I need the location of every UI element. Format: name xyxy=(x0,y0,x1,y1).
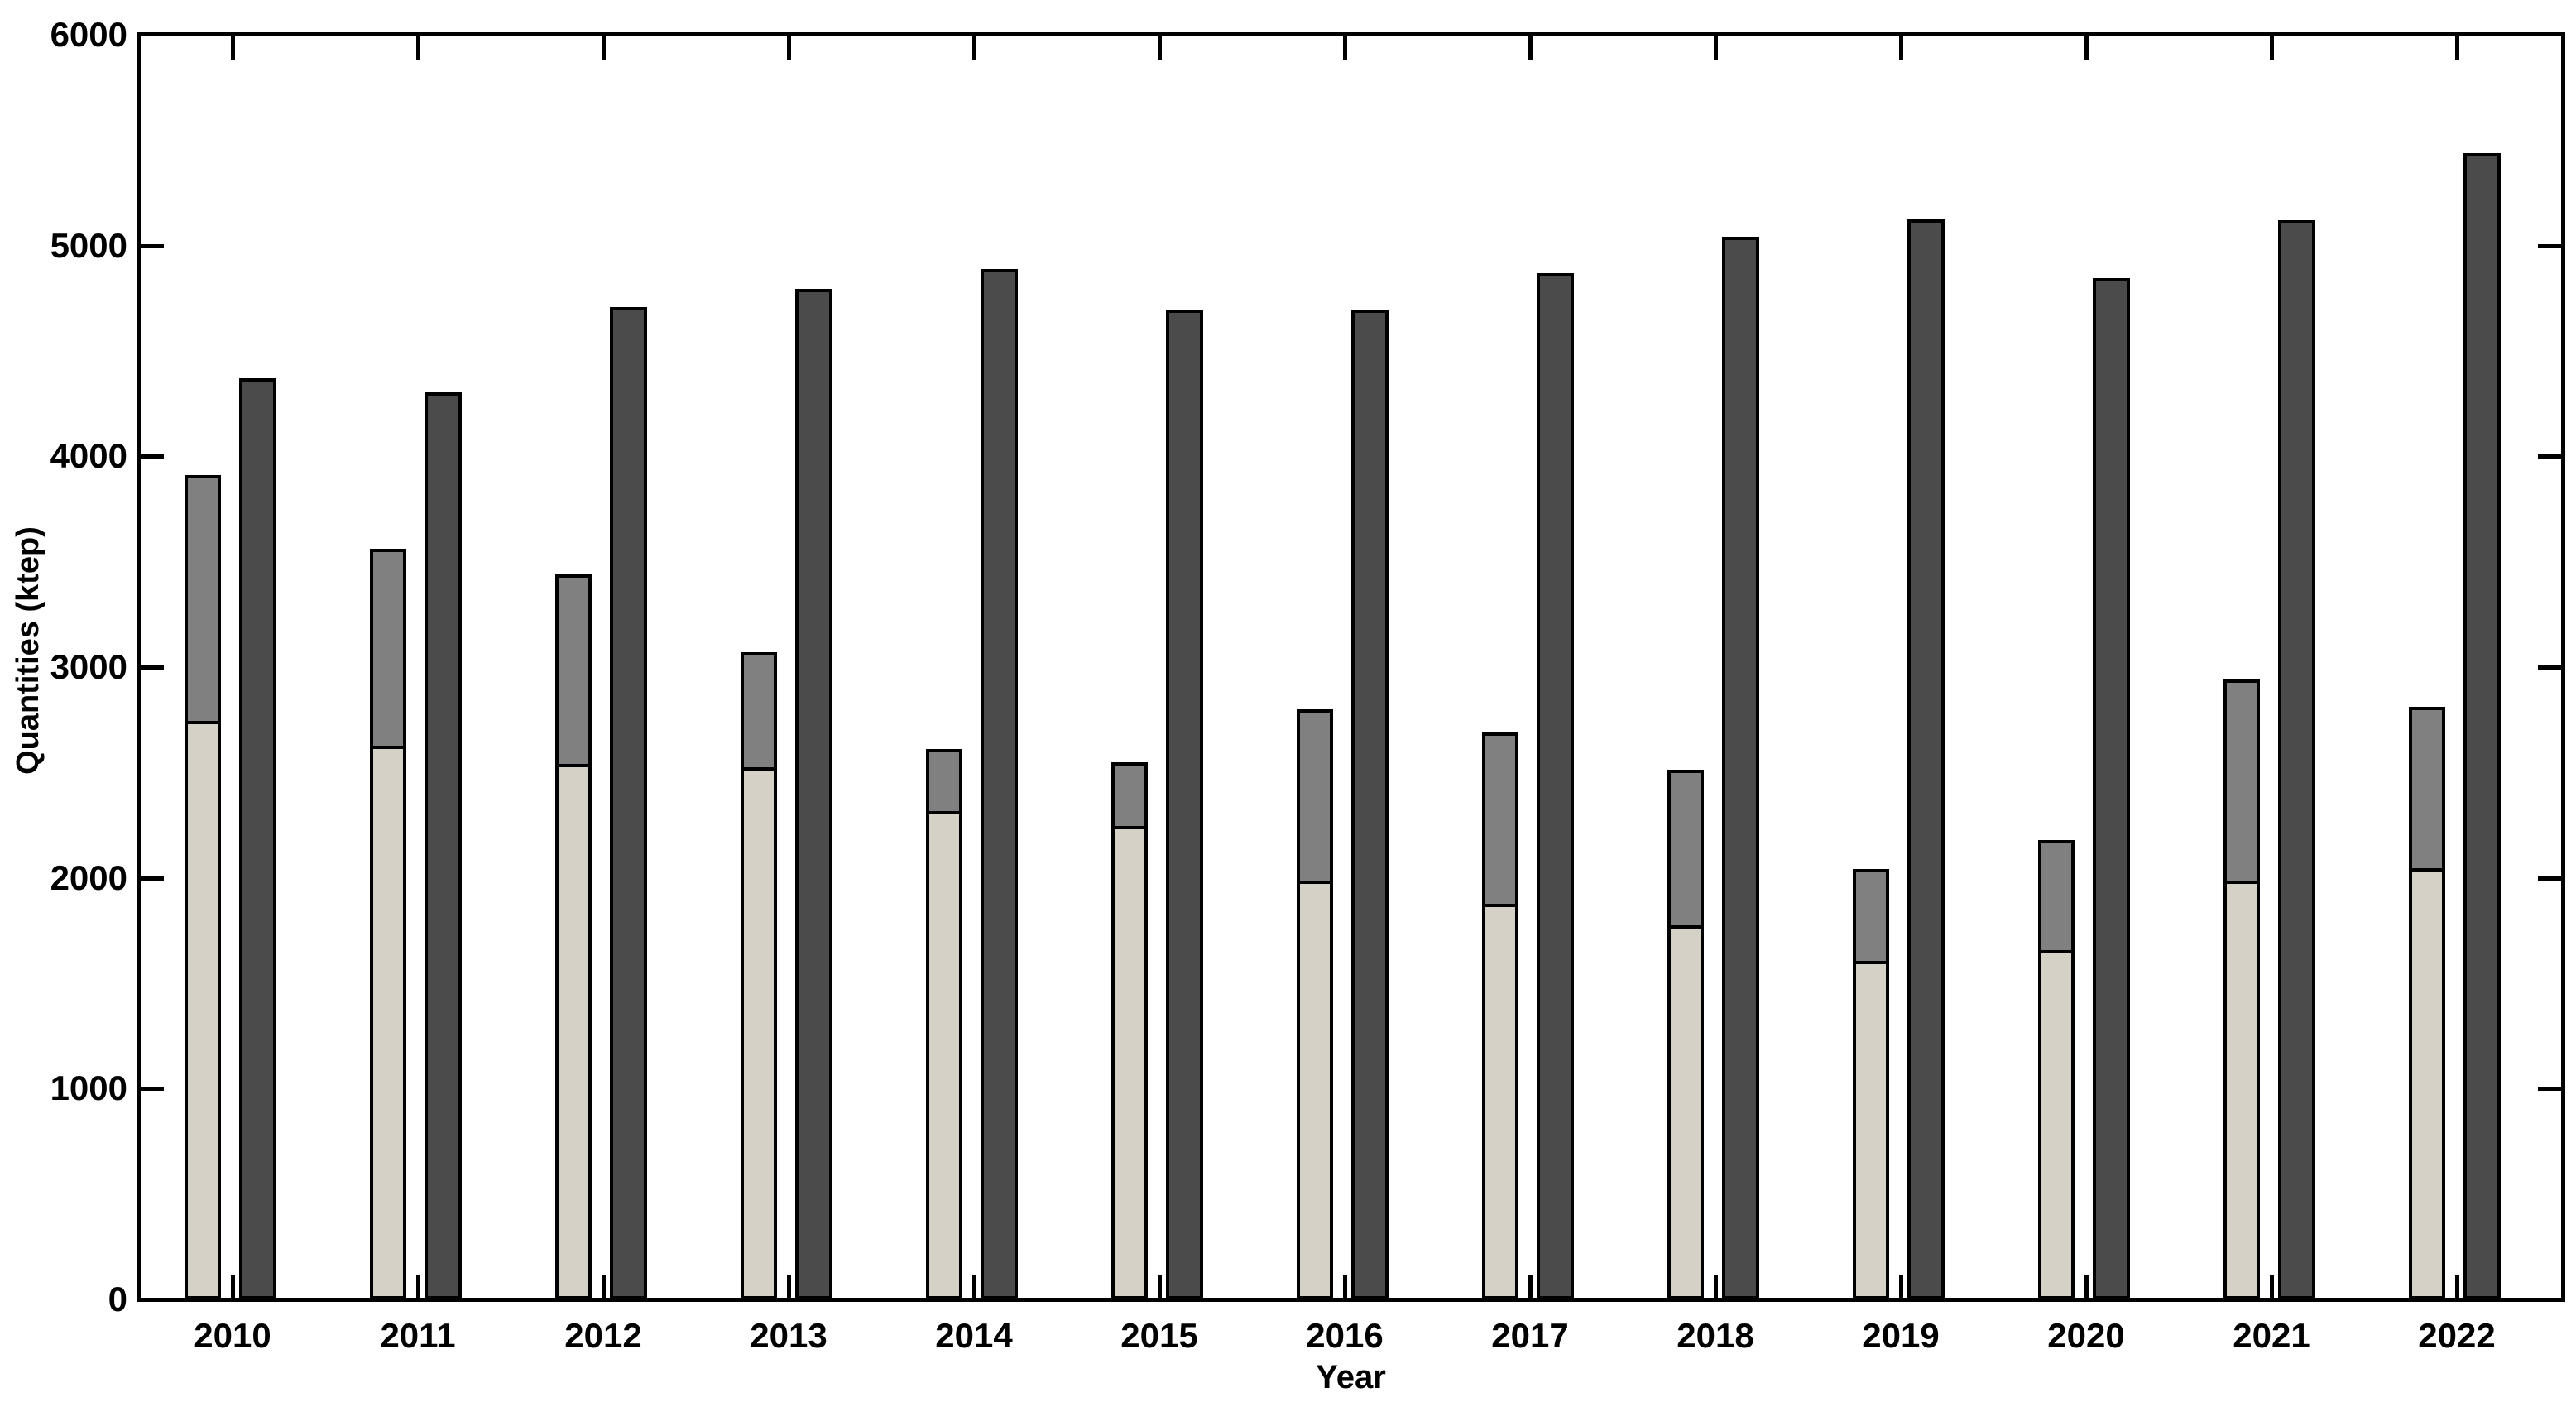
bar-2021-stacked-bottom xyxy=(2223,884,2260,1299)
x-axis-top-tick-2018 xyxy=(1714,36,1718,60)
bar-2017-dark xyxy=(1537,272,1574,1299)
bar-2013-stacked-top xyxy=(741,652,777,771)
x-axis-top-tick-2014 xyxy=(972,36,976,60)
bar-2020-stacked-bottom xyxy=(2038,953,2075,1299)
y-axis-tick-label-3000: 3000 xyxy=(50,647,127,686)
x-axis-bottom-tick-2020 xyxy=(2084,1275,2089,1298)
x-axis-tick-label-2016: 2016 xyxy=(1306,1316,1384,1355)
bar-2019-dark xyxy=(1907,218,1945,1299)
bar-2018-stacked-top xyxy=(1667,769,1704,929)
bar-2011-stacked-bottom xyxy=(370,749,406,1299)
bar-2015-stacked-top xyxy=(1111,761,1148,830)
x-axis-tick-label-2012: 2012 xyxy=(564,1316,642,1355)
x-axis-tick-label-2021: 2021 xyxy=(2233,1316,2310,1355)
x-axis-bottom-tick-2018 xyxy=(1714,1275,1718,1298)
y-axis-title: Quantities (ktep) xyxy=(11,526,46,775)
bar-2011-stacked-top xyxy=(370,549,406,750)
x-axis-title: Year xyxy=(1316,1359,1386,1395)
x-axis-tick-label-2010: 2010 xyxy=(194,1316,271,1355)
y-axis-left-tick-2000 xyxy=(141,876,164,881)
x-axis-top-tick-2022 xyxy=(2455,36,2459,60)
x-axis-bottom-tick-2019 xyxy=(1899,1275,1903,1298)
x-axis-top-tick-2021 xyxy=(2270,36,2274,60)
y-axis-tick-label-5000: 5000 xyxy=(50,225,127,265)
y-axis-right-tick-5000 xyxy=(2538,243,2561,248)
x-axis-bottom-tick-2013 xyxy=(787,1275,791,1298)
x-axis-bottom-tick-2012 xyxy=(602,1275,606,1298)
bar-2014-stacked-bottom xyxy=(926,814,962,1299)
y-axis-left-tick-4000 xyxy=(141,454,164,459)
x-axis-top-tick-2012 xyxy=(602,36,606,60)
y-axis-right-tick-3000 xyxy=(2538,665,2561,670)
bar-2013-dark xyxy=(795,288,832,1299)
y-axis-tick-label-1000: 1000 xyxy=(50,1068,127,1108)
bar-2022-dark xyxy=(2463,152,2501,1299)
y-axis-tick-label-2000: 2000 xyxy=(50,857,127,897)
bar-2010-stacked-top xyxy=(185,475,221,724)
bar-2018-dark xyxy=(1722,237,1759,1299)
x-axis-bottom-tick-2022 xyxy=(2455,1275,2459,1298)
x-axis-bottom-tick-2015 xyxy=(1158,1275,1162,1298)
x-axis-tick-label-2013: 2013 xyxy=(750,1316,827,1355)
x-axis-bottom-tick-2016 xyxy=(1343,1275,1347,1298)
y-axis-left-tick-1000 xyxy=(141,1087,164,1092)
bar-2016-dark xyxy=(1351,310,1389,1299)
bar-2012-stacked-top xyxy=(555,574,592,767)
x-axis-bottom-tick-2017 xyxy=(1528,1275,1533,1298)
bar-2011-dark xyxy=(425,391,462,1299)
bar-2021-stacked-top xyxy=(2223,679,2260,885)
bar-2012-stacked-bottom xyxy=(555,766,592,1299)
x-axis-tick-label-2017: 2017 xyxy=(1491,1316,1569,1355)
bar-2017-stacked-bottom xyxy=(1482,907,1518,1299)
y-axis-left-tick-3000 xyxy=(141,665,164,670)
x-axis-bottom-tick-2014 xyxy=(972,1275,976,1298)
bar-2019-stacked-bottom xyxy=(1853,964,1889,1299)
x-axis-tick-label-2011: 2011 xyxy=(380,1316,456,1355)
x-axis-tick-label-2022: 2022 xyxy=(2418,1316,2496,1355)
bar-2014-dark xyxy=(981,268,1018,1299)
bar-2015-dark xyxy=(1166,310,1203,1299)
x-axis-tick-label-2019: 2019 xyxy=(1862,1316,1940,1355)
bar-2020-stacked-top xyxy=(2038,839,2075,954)
bar-2019-stacked-top xyxy=(1853,869,1889,965)
x-axis-bottom-tick-2010 xyxy=(231,1275,235,1298)
bar-2016-stacked-top xyxy=(1297,708,1333,885)
bar-2021-dark xyxy=(2278,220,2315,1299)
y-axis-tick-label-0: 0 xyxy=(108,1280,127,1318)
x-axis-top-tick-2016 xyxy=(1343,36,1347,60)
x-axis-tick-label-2015: 2015 xyxy=(1120,1316,1198,1355)
x-axis-top-tick-2017 xyxy=(1528,36,1533,60)
bar-2010-dark xyxy=(239,378,276,1299)
bar-2016-stacked-bottom xyxy=(1297,884,1333,1299)
plot-frame xyxy=(137,32,2565,1302)
x-axis-top-tick-2011 xyxy=(416,36,420,60)
x-axis-tick-label-2020: 2020 xyxy=(2047,1316,2125,1355)
y-axis-tick-label-4000: 4000 xyxy=(50,436,127,476)
bar-2014-stacked-top xyxy=(926,749,962,815)
x-axis-tick-label-2018: 2018 xyxy=(1677,1316,1754,1355)
bar-2010-stacked-bottom xyxy=(185,723,221,1299)
x-axis-top-tick-2015 xyxy=(1158,36,1162,60)
bar-2015-stacked-bottom xyxy=(1111,829,1148,1299)
bar-2012-dark xyxy=(610,306,647,1299)
y-axis-right-tick-2000 xyxy=(2538,876,2561,881)
x-axis-bottom-tick-2021 xyxy=(2270,1275,2274,1298)
bar-2022-stacked-top xyxy=(2409,707,2445,872)
y-axis-left-tick-5000 xyxy=(141,243,164,248)
y-axis-right-tick-4000 xyxy=(2538,454,2561,459)
x-axis-bottom-tick-2011 xyxy=(416,1275,420,1298)
x-axis-top-tick-2013 xyxy=(787,36,791,60)
x-axis-top-tick-2019 xyxy=(1899,36,1903,60)
bar-2020-dark xyxy=(2093,278,2130,1299)
bar-2017-stacked-top xyxy=(1482,732,1518,908)
y-axis-right-tick-1000 xyxy=(2538,1087,2561,1092)
x-axis-tick-label-2014: 2014 xyxy=(935,1316,1013,1355)
x-axis-top-tick-2010 xyxy=(231,36,235,60)
bar-2022-stacked-bottom xyxy=(2409,872,2445,1299)
x-axis-top-tick-2020 xyxy=(2084,36,2089,60)
bar-2013-stacked-bottom xyxy=(741,770,777,1299)
y-axis-tick-label-6000: 6000 xyxy=(50,15,127,54)
bar-2018-stacked-bottom xyxy=(1667,928,1704,1299)
